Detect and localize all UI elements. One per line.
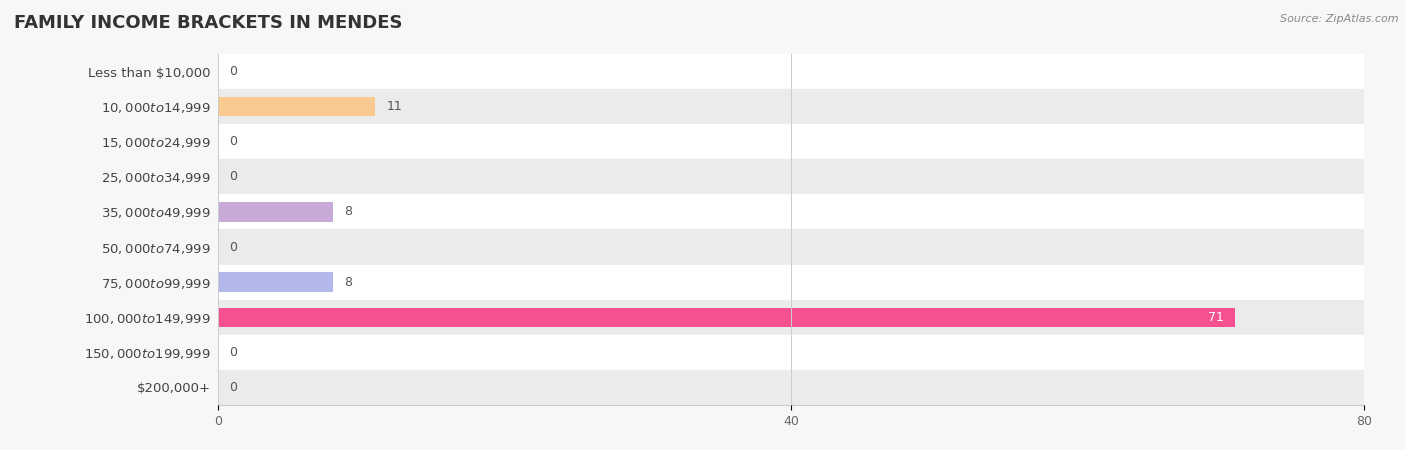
Bar <box>218 265 1364 300</box>
Text: 71: 71 <box>1208 311 1223 324</box>
Bar <box>218 124 1364 159</box>
Text: 0: 0 <box>229 346 238 359</box>
Bar <box>218 370 1364 405</box>
Text: 0: 0 <box>229 241 238 253</box>
Text: 11: 11 <box>387 100 402 113</box>
Text: 0: 0 <box>229 135 238 148</box>
Bar <box>218 273 333 292</box>
Bar <box>218 194 1364 230</box>
Text: 0: 0 <box>229 171 238 183</box>
Bar <box>218 308 1234 327</box>
Bar <box>218 202 333 221</box>
Text: Source: ZipAtlas.com: Source: ZipAtlas.com <box>1281 14 1399 23</box>
Bar <box>218 89 1364 124</box>
Text: 8: 8 <box>344 206 352 218</box>
Bar <box>218 300 1364 335</box>
Bar <box>218 54 1364 89</box>
Bar <box>218 335 1364 370</box>
Text: 8: 8 <box>344 276 352 288</box>
Bar <box>218 159 1364 194</box>
Bar <box>218 97 375 116</box>
Text: 0: 0 <box>229 381 238 394</box>
Bar <box>218 230 1364 265</box>
Text: FAMILY INCOME BRACKETS IN MENDES: FAMILY INCOME BRACKETS IN MENDES <box>14 14 402 32</box>
Text: 0: 0 <box>229 65 238 78</box>
